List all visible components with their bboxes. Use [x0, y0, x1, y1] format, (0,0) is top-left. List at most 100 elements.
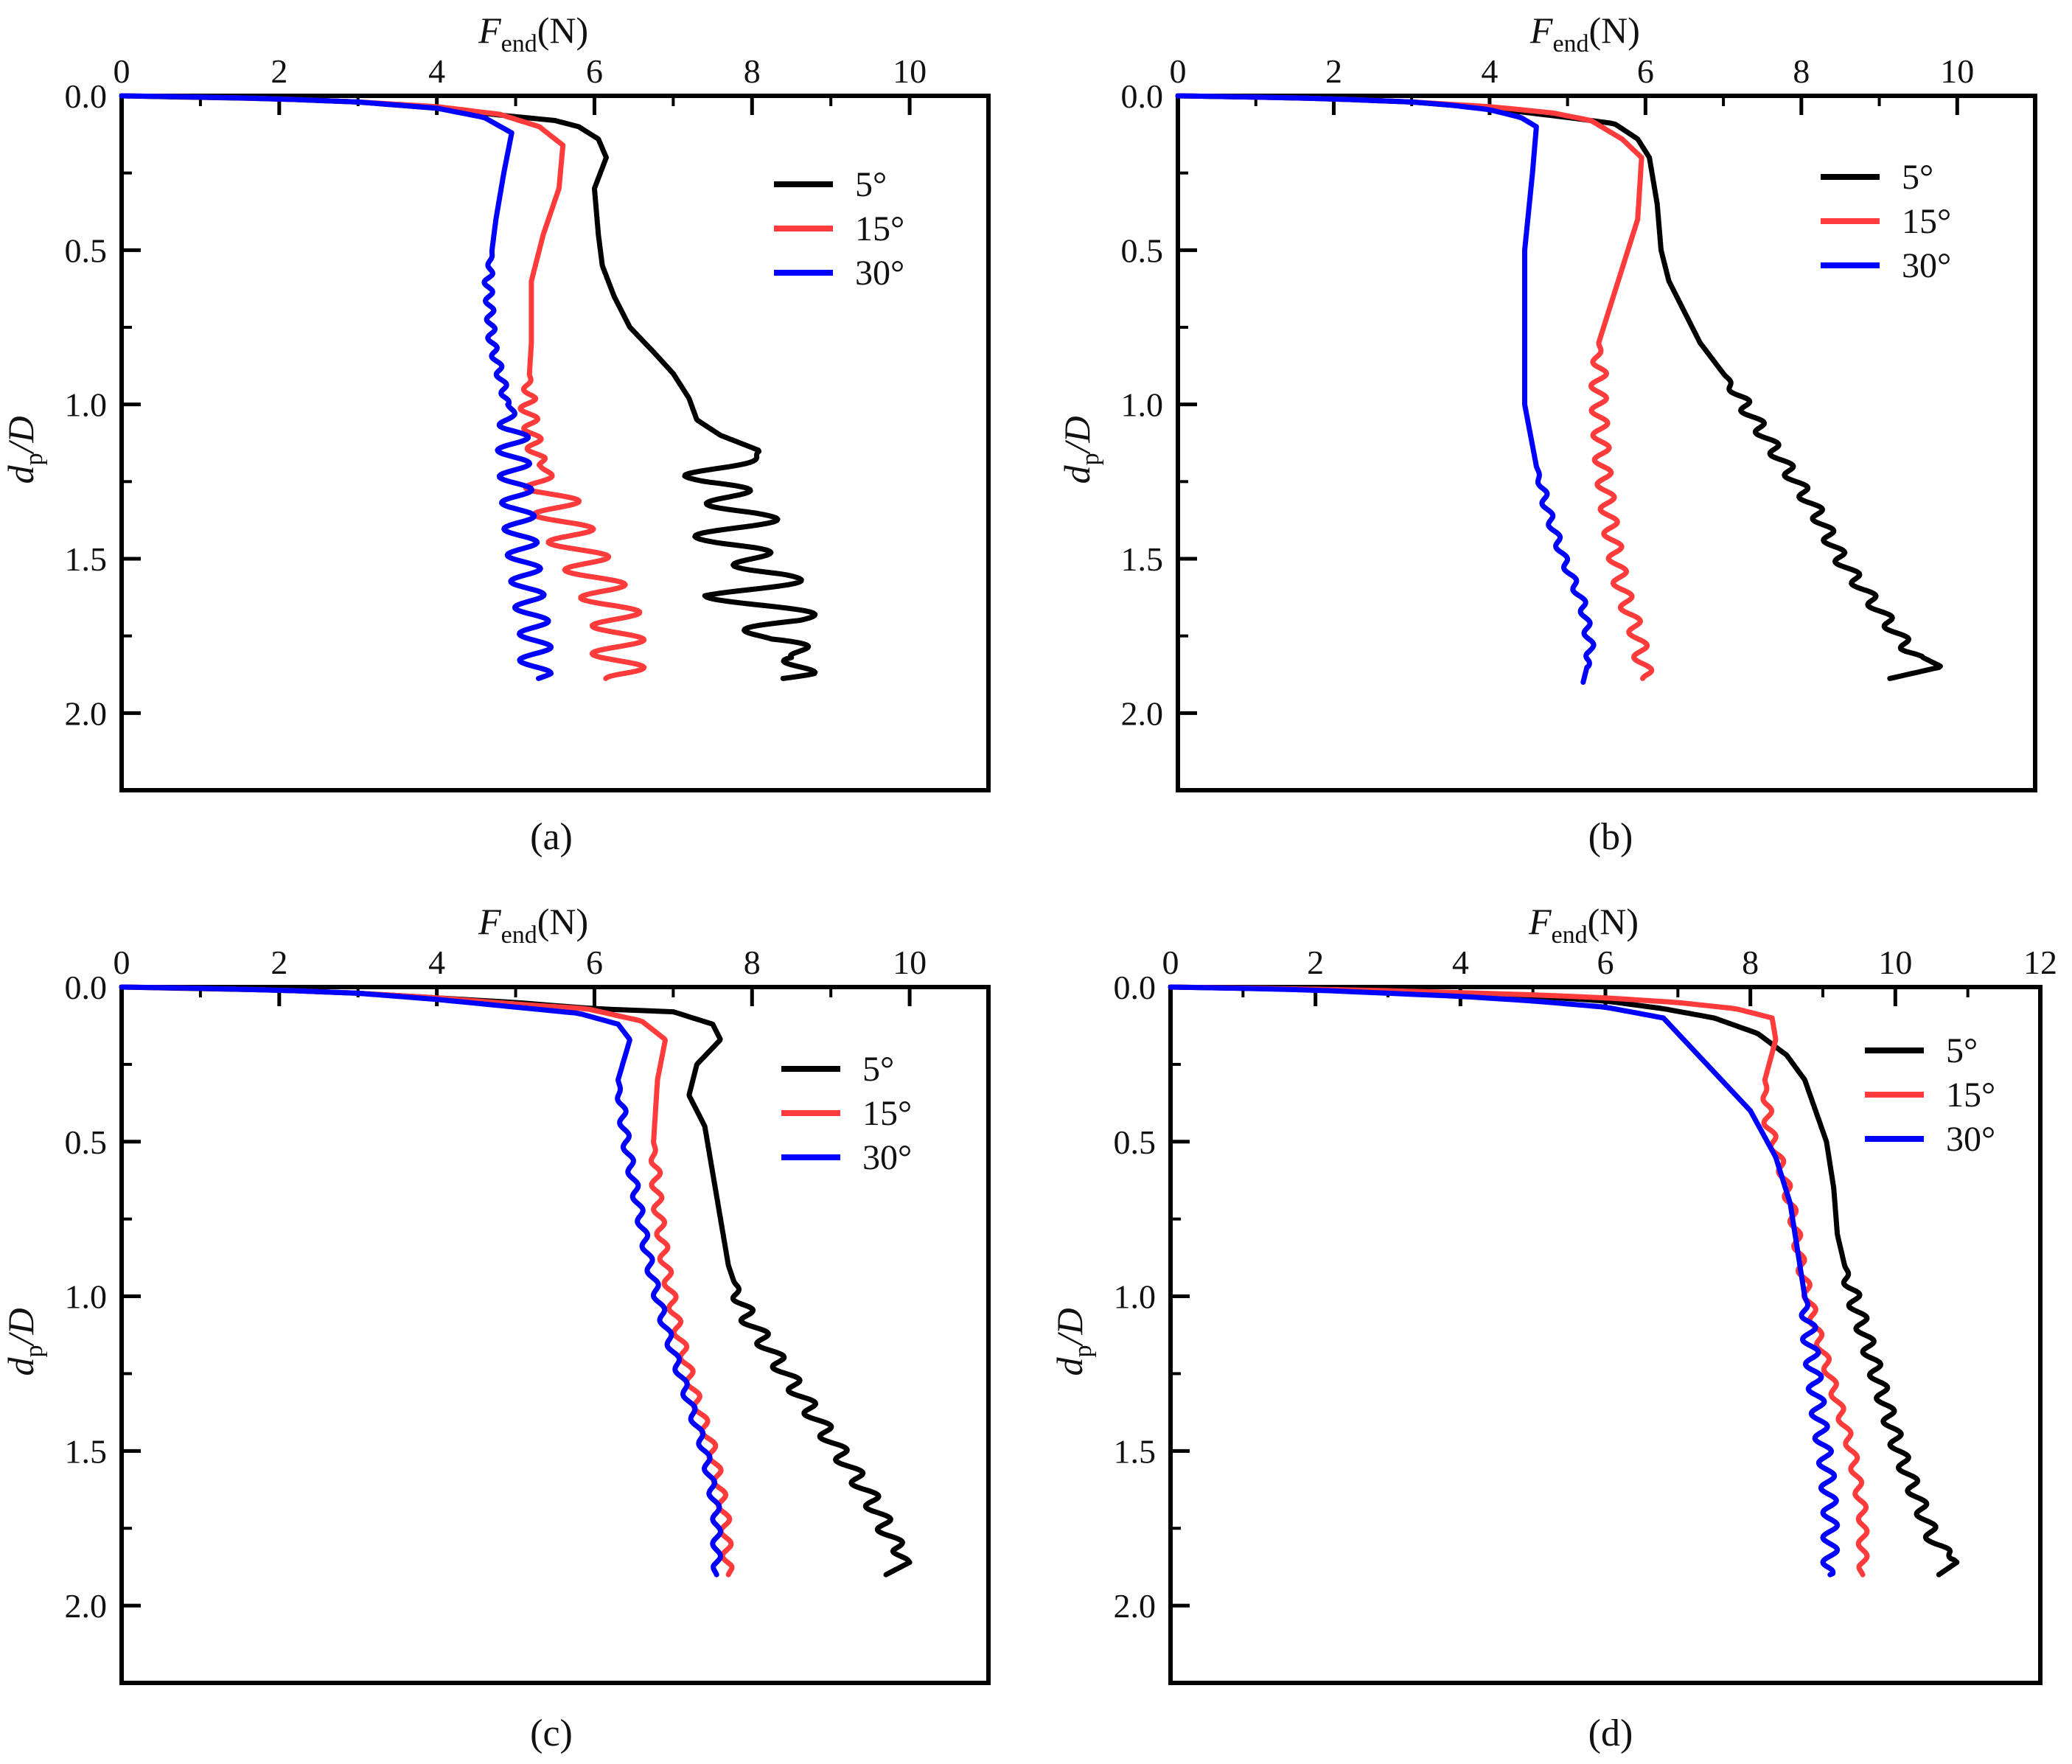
plot-frame — [119, 94, 991, 792]
x-tick-label: 10 — [893, 944, 927, 981]
y-title-sub: p — [21, 453, 48, 465]
y-title-main: d — [1049, 1356, 1090, 1376]
legend-label: 5° — [1902, 158, 1933, 197]
legend-label: 15° — [1902, 202, 1951, 241]
legend-label: 15° — [855, 209, 904, 248]
x-tick-label: 0 — [1170, 52, 1187, 90]
y-title-main: d — [1056, 464, 1098, 484]
series-line-30deg — [1175, 93, 1597, 685]
legend-label: 30° — [1946, 1120, 1995, 1159]
x-title-unit: (N) — [537, 10, 588, 51]
y-tick-label: 1.0 — [1121, 386, 1164, 424]
x-title-sub: end — [501, 30, 537, 57]
plot-frame — [119, 985, 991, 1685]
y-tick-label: 0.5 — [1114, 1123, 1157, 1161]
y-title-sub: p — [21, 1345, 48, 1357]
x-tick-label: 0 — [114, 944, 130, 981]
y-tick-label: 0.0 — [65, 969, 108, 1006]
y-title-rest: /D — [1049, 1308, 1090, 1347]
x-tick-label: 2 — [271, 52, 287, 90]
y-title-sub: p — [1070, 1345, 1097, 1357]
series-line-15deg — [119, 93, 647, 681]
x-tick-label: 8 — [1742, 944, 1759, 981]
x-title-sub: end — [1552, 30, 1588, 57]
y-title-rest: /D — [0, 416, 41, 455]
panel-c: 0 2 4 6 8 10 0.0 0.5 1.0 1.5 2.0 Fend(N) dp/D (c) 5° 15… — [0, 901, 991, 1754]
x-tick-label: 8 — [744, 52, 761, 90]
panel-caption: (b) — [1588, 816, 1633, 858]
y-axis-title: dp/D — [1049, 1308, 1097, 1376]
x-tick-label: 10 — [893, 52, 927, 90]
legend-label: 30° — [855, 254, 904, 293]
x-axis-title: Fend(N) — [478, 10, 588, 57]
plot-frame — [1176, 94, 2037, 792]
y-axis-title: dp/D — [1056, 416, 1104, 484]
panel-caption: (d) — [1588, 1712, 1633, 1754]
y-axis-title: dp/D — [0, 1308, 48, 1376]
x-title-main: F — [478, 10, 501, 51]
y-tick-label: 0.5 — [1121, 231, 1164, 269]
legend-label: 5° — [855, 165, 887, 204]
y-tick-label: 1.0 — [65, 1278, 108, 1316]
y-tick-label: 2.0 — [1121, 694, 1164, 732]
x-title-sub: end — [501, 921, 537, 949]
legend-label: 5° — [1946, 1031, 1978, 1070]
x-title-main: F — [1528, 901, 1552, 942]
x-title-main: F — [478, 901, 501, 942]
y-tick-label: 1.5 — [65, 540, 108, 578]
x-title-unit: (N) — [1589, 10, 1640, 51]
x-tick-label: 2 — [271, 944, 287, 981]
y-tick-label: 1.5 — [1121, 540, 1164, 578]
x-tick-label: 12 — [2023, 944, 2057, 981]
x-tick-label: 0 — [1162, 944, 1179, 981]
x-tick-label: 6 — [1637, 52, 1654, 90]
x-title-unit: (N) — [537, 901, 588, 942]
panel-b: 0 2 4 6 8 10 0.0 0.5 1.0 1.5 2.0 Fend(N) dp/D (b) 5° 15… — [1056, 10, 2037, 858]
y-title-sub: p — [1077, 453, 1104, 465]
series-line-30deg — [119, 93, 554, 681]
y-tick-label: 1.0 — [65, 386, 108, 424]
legend-label: 30° — [1902, 246, 1951, 285]
legend-label: 30° — [862, 1138, 912, 1177]
x-tick-label: 10 — [1878, 944, 1912, 981]
y-tick-label: 2.0 — [65, 1587, 108, 1625]
y-tick-label: 1.5 — [1114, 1432, 1157, 1470]
series-line-5deg — [1168, 984, 1960, 1578]
y-tick-label: 0.0 — [65, 77, 108, 115]
panel-d: 0 2 4 6 8 10 12 0.0 0.5 1.0 1.5 2.0 Fend(N) dp/D (d) 5°… — [1049, 901, 2057, 1754]
x-tick-label: 6 — [586, 52, 603, 90]
panel-caption: (a) — [530, 816, 573, 858]
series-line-5deg — [119, 984, 913, 1578]
x-axis-title: Fend(N) — [1529, 10, 1640, 57]
panel-a: 0 2 4 6 8 10 0.0 0.5 1.0 1.5 2.0 Fend(N) dp/D (a) 5° 15… — [0, 10, 991, 858]
y-tick-label: 1.0 — [1114, 1278, 1157, 1316]
x-axis-title: Fend(N) — [478, 901, 588, 949]
x-tick-label: 4 — [1481, 52, 1498, 90]
y-tick-label: 2.0 — [1114, 1587, 1157, 1625]
y-tick-label: 0.0 — [1121, 77, 1164, 115]
legend-label: 5° — [862, 1050, 894, 1089]
y-tick-label: 0.5 — [65, 1123, 108, 1161]
y-title-rest: /D — [0, 1308, 41, 1347]
y-tick-label: 1.5 — [65, 1432, 108, 1470]
series-line-15deg — [1168, 984, 1870, 1578]
x-tick-label: 2 — [1325, 52, 1342, 90]
series-line-30deg — [1168, 984, 1841, 1578]
x-title-main: F — [1529, 10, 1553, 51]
y-tick-label: 0.0 — [1114, 969, 1157, 1006]
x-tick-label: 0 — [114, 52, 130, 90]
legend-label: 15° — [1946, 1076, 1995, 1115]
y-title-main: d — [0, 464, 41, 484]
x-tick-label: 4 — [428, 944, 445, 981]
y-title-main: d — [0, 1356, 41, 1376]
series-line-5deg — [1175, 93, 1943, 681]
series-line-30deg — [119, 984, 723, 1578]
y-tick-label: 0.5 — [65, 231, 108, 269]
x-tick-label: 6 — [586, 944, 603, 981]
plot-frame — [1168, 985, 2043, 1685]
y-axis-title: dp/D — [0, 416, 48, 484]
series-line-15deg — [1175, 93, 1655, 681]
x-tick-label: 8 — [1793, 52, 1810, 90]
panel-caption: (c) — [530, 1712, 573, 1754]
